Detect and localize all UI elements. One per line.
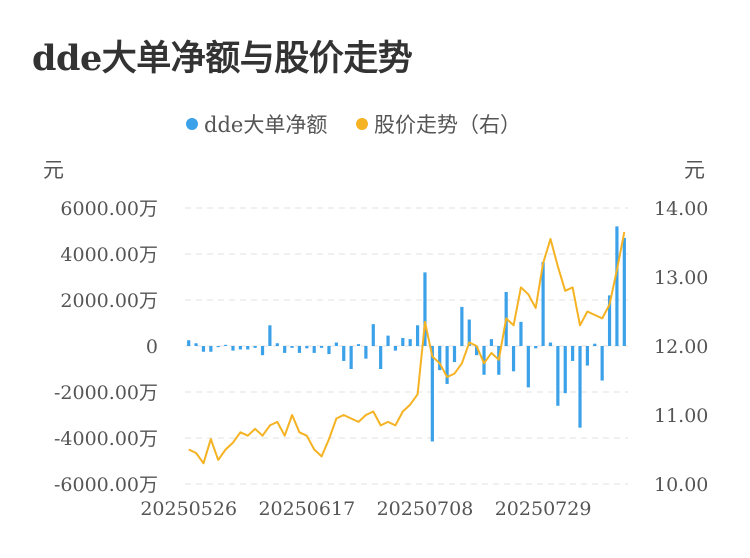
dde-bar (578, 346, 582, 428)
dde-bar (253, 346, 257, 348)
dde-bar (526, 346, 530, 388)
right-axis-ticks: 14.00 13.00 12.00 11.00 10.00 (654, 198, 708, 496)
dde-bar (216, 346, 220, 348)
dde-bar (438, 346, 442, 371)
dde-bar (534, 346, 538, 349)
dde-bar (489, 339, 494, 346)
legend-marker-dde (186, 118, 198, 130)
dde-bar (209, 346, 213, 352)
dde-bar (401, 337, 405, 346)
dde-bar (312, 346, 316, 353)
dde-bar (541, 262, 545, 346)
grid (185, 207, 628, 485)
dde-bar (231, 346, 235, 351)
dde-bar (556, 346, 560, 406)
left-tick-label: -2000.00万 (54, 382, 158, 404)
dde-bar (364, 346, 368, 359)
x-axis-ticks: 20250526 20250617 20250708 20250729 (140, 498, 591, 520)
dde-bar (268, 325, 272, 346)
dde-bar (379, 346, 383, 369)
dde-bar (460, 306, 464, 346)
dde-bar (600, 346, 604, 381)
x-tick-label: 20250526 (140, 498, 237, 520)
dde-bar (224, 344, 228, 346)
x-tick-label: 20250617 (258, 498, 355, 520)
dde-bar (187, 340, 191, 346)
left-axis-ticks: 6000.00万 4000.00万 2000.00万 0 -2000.00万 -4000.… (54, 198, 158, 496)
legend-marker-price (356, 118, 368, 130)
dde-bar (349, 346, 353, 369)
dde-bars (187, 226, 626, 442)
right-tick-label: 12.00 (654, 336, 708, 358)
dde-bar (297, 346, 302, 353)
right-tick-label: 14.00 (654, 198, 708, 220)
dde-bar (548, 342, 553, 346)
dde-bar (260, 346, 265, 356)
dde-bar (475, 346, 479, 356)
dde-bar (327, 346, 331, 355)
dde-bar (342, 346, 346, 361)
dde-bar (519, 321, 523, 346)
dde-bar (415, 325, 420, 346)
dde-bar (607, 295, 612, 346)
legend-label-price: 股价走势（右） (374, 113, 521, 137)
dde-bar (622, 237, 626, 346)
left-tick-label: 0 (146, 336, 158, 358)
dde-bar (452, 346, 457, 363)
dde-bar (593, 343, 597, 346)
right-axis-unit: 元 (684, 158, 705, 182)
dde-bar (467, 319, 471, 346)
left-tick-label: 6000.00万 (60, 198, 158, 220)
legend-label-dde: dde大单净额 (204, 113, 327, 137)
right-tick-label: 13.00 (654, 267, 708, 289)
x-tick-label: 20250729 (495, 498, 592, 520)
dde-bar (290, 346, 294, 348)
dde-bar (585, 346, 589, 366)
right-tick-label: 11.00 (654, 405, 708, 427)
left-tick-label: -6000.00万 (54, 474, 158, 496)
dde-bar (511, 346, 516, 372)
x-tick-label: 20250708 (377, 498, 474, 520)
dde-bar (393, 346, 398, 351)
dde-bar (408, 339, 412, 346)
dde-bar (283, 346, 287, 353)
price-line-group (188, 231, 626, 465)
dde-bar (194, 343, 198, 346)
dde-bar (356, 344, 361, 346)
dde-bar (238, 346, 242, 350)
left-axis-unit: 元 (43, 158, 64, 182)
left-tick-label: 4000.00万 (60, 244, 158, 266)
left-tick-label: -4000.00万 (54, 428, 158, 450)
dde-bar (571, 346, 575, 361)
dde-bar (319, 346, 324, 348)
dde-bar (246, 346, 250, 350)
price-line (188, 231, 626, 465)
dde-bar (275, 343, 279, 346)
dde-bar (371, 324, 375, 346)
dde-bar (423, 272, 427, 346)
dde-bar (563, 346, 567, 394)
dde-bar (201, 346, 206, 352)
left-tick-label: 2000.00万 (60, 290, 158, 312)
dde-bar (615, 226, 619, 346)
dde-bar (430, 346, 434, 442)
dde-bar (305, 346, 309, 349)
legend: dde大单净额 股价走势（右） (186, 113, 521, 137)
dde-bar (334, 342, 338, 346)
dde-bar (445, 346, 449, 384)
dde-bar (386, 335, 390, 346)
dde-bar (482, 346, 486, 375)
right-tick-label: 10.00 (654, 474, 708, 496)
chart-title: dde大单净额与股价走势 (32, 38, 413, 79)
